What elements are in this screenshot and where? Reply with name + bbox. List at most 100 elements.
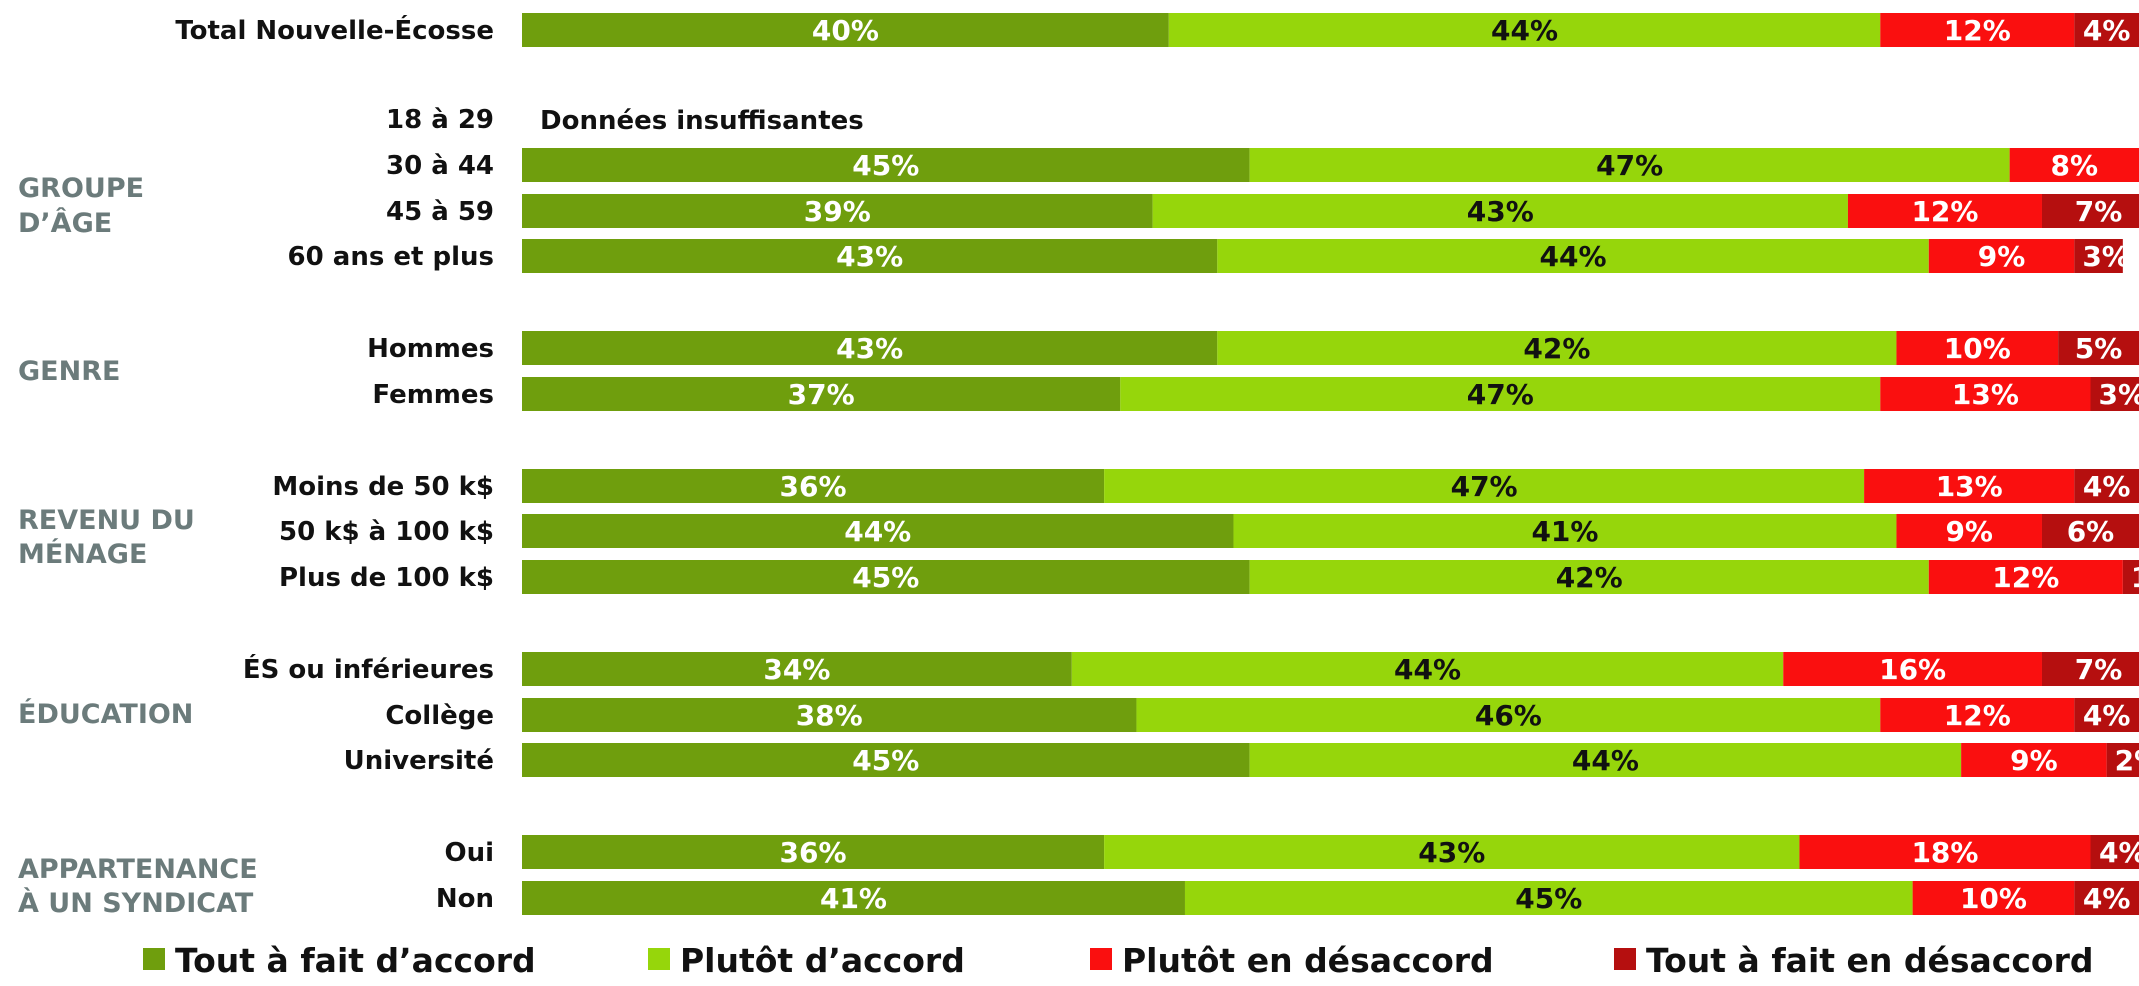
bar-segment (1104, 835, 1800, 869)
bar-segment (2074, 698, 2139, 732)
data-label: 4% (2083, 882, 2131, 915)
legend-swatch (1614, 948, 1636, 970)
bar-segment (1847, 194, 2042, 228)
data-label: 38% (796, 699, 863, 732)
row-label: ÉS ou inférieures (243, 653, 494, 685)
row-label: Collège (385, 701, 494, 731)
data-label: 13% (1952, 378, 2019, 411)
data-label: 8% (2051, 149, 2099, 182)
data-label: 3% (2098, 378, 2139, 411)
data-label: 40% (812, 14, 879, 47)
data-label: 36% (780, 836, 847, 869)
bar-segment (2074, 881, 2139, 915)
bar-segment (522, 743, 1250, 777)
data-label: 42% (1556, 561, 1623, 594)
bar-segment (2090, 377, 2139, 411)
data-label: 6% (2067, 515, 2115, 548)
data-label: 10% (1960, 882, 2027, 915)
bar-segment (2041, 514, 2139, 548)
bar-segment (522, 881, 1185, 915)
data-label: 44% (1572, 744, 1639, 777)
data-label: 9% (2010, 744, 2058, 777)
legend-swatch (1090, 948, 1112, 970)
insufficient-data-note: Données insuffisantes (540, 106, 864, 136)
data-label: 12% (1992, 561, 2059, 594)
bar-segment (1168, 13, 1881, 47)
data-label: 39% (804, 195, 871, 228)
bar-segment (2090, 835, 2139, 869)
data-label: 44% (1491, 14, 1558, 47)
data-label: 7% (2075, 195, 2123, 228)
row-label: Non (436, 884, 494, 914)
legend-label: Tout à fait en désaccord (1646, 941, 2093, 980)
data-label: 9% (1945, 515, 1993, 548)
bar-segment (1217, 331, 1897, 365)
data-label: 4% (2083, 699, 2131, 732)
bar-segment (522, 514, 1234, 548)
bar-segment (522, 194, 1153, 228)
row-label: Total Nouvelle-Écosse (175, 14, 494, 46)
data-label: 37% (788, 378, 855, 411)
bar-segment (2041, 652, 2139, 686)
data-label: 9% (1978, 240, 2026, 273)
bar-segment (2058, 331, 2139, 365)
bar-segment (1152, 194, 1848, 228)
bar-segment (2041, 194, 2139, 228)
bar-segment (522, 698, 1137, 732)
data-label: 18% (1911, 836, 1978, 869)
group-label: REVENU DU MÉNAGE (18, 505, 195, 570)
bar-segment (1783, 652, 2042, 686)
data-label: 4% (2083, 470, 2131, 503)
bar-segment (2106, 743, 2139, 777)
data-label: 12% (1944, 699, 2011, 732)
data-label: 45% (852, 149, 919, 182)
bar-segment (522, 13, 1169, 47)
data-label: 47% (1451, 470, 1518, 503)
bar-segment (1136, 698, 1881, 732)
data-label: 45% (852, 561, 919, 594)
data-label: 45% (1515, 882, 1582, 915)
bar-segment (1249, 148, 2010, 182)
bar-segment (1249, 560, 1929, 594)
data-label: 7% (2075, 653, 2123, 686)
bar-segment (522, 239, 1218, 273)
row-label: 60 ans et plus (288, 242, 494, 272)
bar-segment (2074, 239, 2123, 273)
row-label: 18 à 29 (386, 105, 494, 135)
legend-swatch (143, 948, 165, 970)
data-label: 44% (1394, 653, 1461, 686)
data-label: 5% (2075, 332, 2123, 365)
data-label: 1% (2131, 561, 2139, 594)
bar-segment (1880, 698, 2075, 732)
legend-label: Tout à fait d’accord (175, 941, 536, 980)
bar-segment (2009, 148, 2139, 182)
bar-segment (522, 652, 1072, 686)
legend-label: Plutôt d’accord (680, 941, 965, 980)
data-label: 44% (1540, 240, 1607, 273)
bar-segment (1928, 239, 2075, 273)
bar-segment (1799, 835, 2091, 869)
bar-segment (522, 469, 1105, 503)
bar-segment (1864, 469, 2075, 503)
row-label: Plus de 100 k$ (279, 563, 494, 593)
data-label: 3% (2082, 240, 2130, 273)
group-label: GENRE (18, 356, 120, 387)
data-label: 34% (763, 653, 830, 686)
data-label: 43% (836, 240, 903, 273)
bar-segment (2122, 560, 2139, 594)
row-label: 45 à 59 (386, 197, 494, 227)
row-label: Oui (444, 838, 494, 868)
data-label: 43% (836, 332, 903, 365)
bar-segment (1120, 377, 1881, 411)
legend-swatch (648, 948, 670, 970)
bar-segment (1071, 652, 1784, 686)
row-label: Hommes (367, 334, 494, 364)
row-label: 30 à 44 (386, 151, 494, 181)
data-label: 44% (844, 515, 911, 548)
data-label: 47% (1596, 149, 1663, 182)
bar-segment (1104, 469, 1865, 503)
bar-segment (1961, 743, 2107, 777)
bar-segment (1880, 13, 2075, 47)
row-label: Université (344, 746, 494, 776)
